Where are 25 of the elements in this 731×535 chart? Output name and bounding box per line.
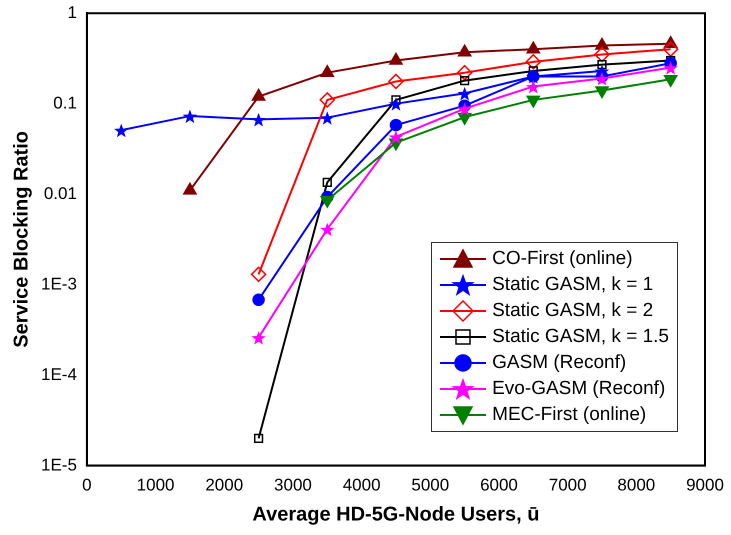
x-tick-label: 9000 [686,475,724,494]
x-tick-label: 7000 [548,475,587,494]
legend-label: Static GASM, k = 1.5 [492,325,669,349]
y-tick-label: 1E-4 [40,364,77,384]
y-tick-label: 0.01 [44,184,77,203]
x-axis-title: Average HD-5G-Node Users, ū [252,504,540,526]
legend-label: Static GASM, k = 1 [492,273,654,297]
x-tick-label: 0 [82,475,92,494]
x-tick-label: 2000 [205,475,244,494]
x-tick-label: 1000 [136,475,174,494]
x-tick-label: 6000 [480,475,518,494]
x-tick-label: 3000 [274,475,312,494]
y-tick-label: 1 [67,2,77,22]
legend-label: Static GASM, k = 2 [492,299,654,323]
x-tick-label: 5000 [411,475,450,494]
y-tick-label: 1E-3 [40,274,77,294]
y-tick-label: 1E-5 [40,455,77,474]
legend-label: Evo-GASM (Reconf) [492,377,666,401]
y-tick-label: 0.1 [53,93,77,112]
legend-label: GASM (Reconf) [492,351,626,375]
y-axis-title: Service Blocking Ratio [10,131,33,348]
x-tick-label: 4000 [342,475,381,494]
x-tick-label: 8000 [617,475,656,494]
legend-label: CO-First (online) [492,247,633,271]
legend-label: MEC-First (online) [492,403,646,427]
